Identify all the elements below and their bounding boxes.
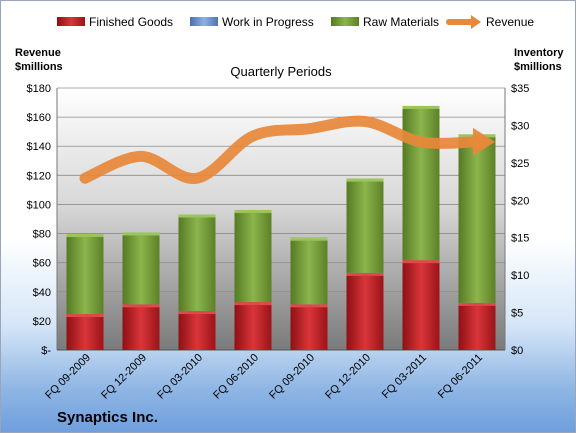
bar-finished-goods-top (178, 311, 216, 315)
left-tick-label: $80 (33, 229, 51, 241)
bar-finished-goods (290, 304, 328, 350)
legend-label-finished-goods: Finished Goods (89, 15, 173, 29)
bar-raw-materials-top (346, 178, 384, 182)
bar-finished-goods (402, 260, 440, 350)
bar-raw-materials (458, 134, 496, 303)
revenue-line-layer (79, 115, 495, 184)
left-tick-label: $40 (33, 287, 51, 299)
bar-finished-goods (234, 302, 272, 350)
legend: Finished Goods Work in Progress Raw Mate… (57, 15, 534, 29)
bar-finished-goods-top (66, 314, 104, 318)
right-tick-label: $5 (511, 308, 523, 320)
bar-finished-goods-top (458, 302, 496, 306)
bar-raw-materials-top (290, 237, 328, 241)
bar-finished-goods (178, 311, 216, 350)
right-tick-label: $0 (511, 345, 523, 357)
company-name: Synaptics Inc. (57, 409, 158, 426)
legend-swatch-raw-materials (331, 17, 359, 26)
bar-raw-materials (234, 210, 272, 303)
chart-title: Quarterly Periods (230, 64, 332, 79)
right-tick-label: $20 (511, 195, 529, 207)
left-tick-label: $20 (33, 316, 51, 328)
bar-raw-materials-top (178, 214, 216, 218)
bar-raw-materials-top (234, 210, 272, 214)
bar-raw-materials-top (402, 105, 440, 109)
x-tick-label: FQ 06-2010 (211, 352, 261, 402)
bar-finished-goods-top (234, 302, 272, 306)
right-tick-label: $15 (511, 233, 529, 245)
bar-finished-goods (66, 314, 104, 350)
x-axis-ticks: FQ 09-2009 FQ 12-2009 FQ 03-2010 FQ 06-2010… (43, 352, 485, 402)
right-axis-title-line2: $millions (514, 61, 562, 73)
bar-finished-goods (346, 272, 384, 350)
bar-raw-materials (290, 237, 328, 305)
left-tick-label: $60 (33, 258, 51, 270)
bar-raw-materials (178, 214, 216, 312)
x-tick-label: FQ 03-2011 (380, 352, 429, 401)
revenue-line (79, 115, 483, 184)
legend-label-raw-materials: Raw Materials (363, 15, 439, 29)
left-tick-label: $140 (27, 141, 51, 153)
left-tick-label: $180 (27, 83, 51, 95)
right-axis-title-line1: Inventory (514, 47, 564, 59)
legend-swatch-finished-goods (57, 17, 85, 26)
bar-raw-materials (122, 232, 160, 305)
x-tick-label: FQ 12-2010 (323, 352, 373, 402)
right-tick-label: $35 (511, 83, 529, 95)
bar-finished-goods-top (402, 260, 440, 264)
right-tick-label: $10 (511, 270, 529, 282)
legend-label-revenue: Revenue (486, 15, 534, 29)
left-axis-ticks: $- $20 $40 $60 $80 $100 $120 $140 $160 $180 (27, 83, 52, 357)
bar-finished-goods (122, 304, 160, 350)
left-axis-title-line2: $millions (15, 61, 63, 73)
legend-arrow-revenue (471, 15, 481, 29)
legend-swatch-work-in-progress (190, 17, 218, 26)
right-axis-ticks: $0 $5 $10 $15 $20 $25 $30 $35 (511, 83, 529, 357)
x-tick-label: FQ 12-2009 (99, 352, 149, 402)
left-tick-label: $120 (27, 170, 51, 182)
left-axis-title-line1: Revenue (15, 47, 61, 59)
x-tick-label: FQ 03-2010 (155, 352, 205, 402)
bar-finished-goods-top (122, 304, 160, 308)
bar-finished-goods (458, 302, 496, 350)
x-tick-label: FQ 09-2010 (267, 352, 317, 402)
legend-label-work-in-progress: Work in Progress (222, 15, 314, 29)
right-tick-label: $25 (511, 158, 529, 170)
bar-raw-materials (66, 233, 104, 315)
bar-raw-materials (402, 105, 440, 261)
left-tick-label: $100 (27, 199, 51, 211)
left-tick-label: $- (41, 345, 51, 357)
revenue-arrowhead (473, 127, 495, 156)
bars (66, 105, 496, 350)
bar-raw-materials-top (122, 232, 160, 236)
right-tick-label: $30 (511, 120, 529, 132)
left-tick-label: $160 (27, 112, 51, 124)
bar-raw-materials-top (66, 233, 104, 237)
bar-finished-goods-top (346, 272, 384, 276)
x-tick-label: FQ 06-2011 (436, 352, 485, 401)
bar-raw-materials (346, 178, 384, 273)
x-tick-label: FQ 09-2009 (43, 352, 93, 402)
bar-finished-goods-top (290, 304, 328, 308)
